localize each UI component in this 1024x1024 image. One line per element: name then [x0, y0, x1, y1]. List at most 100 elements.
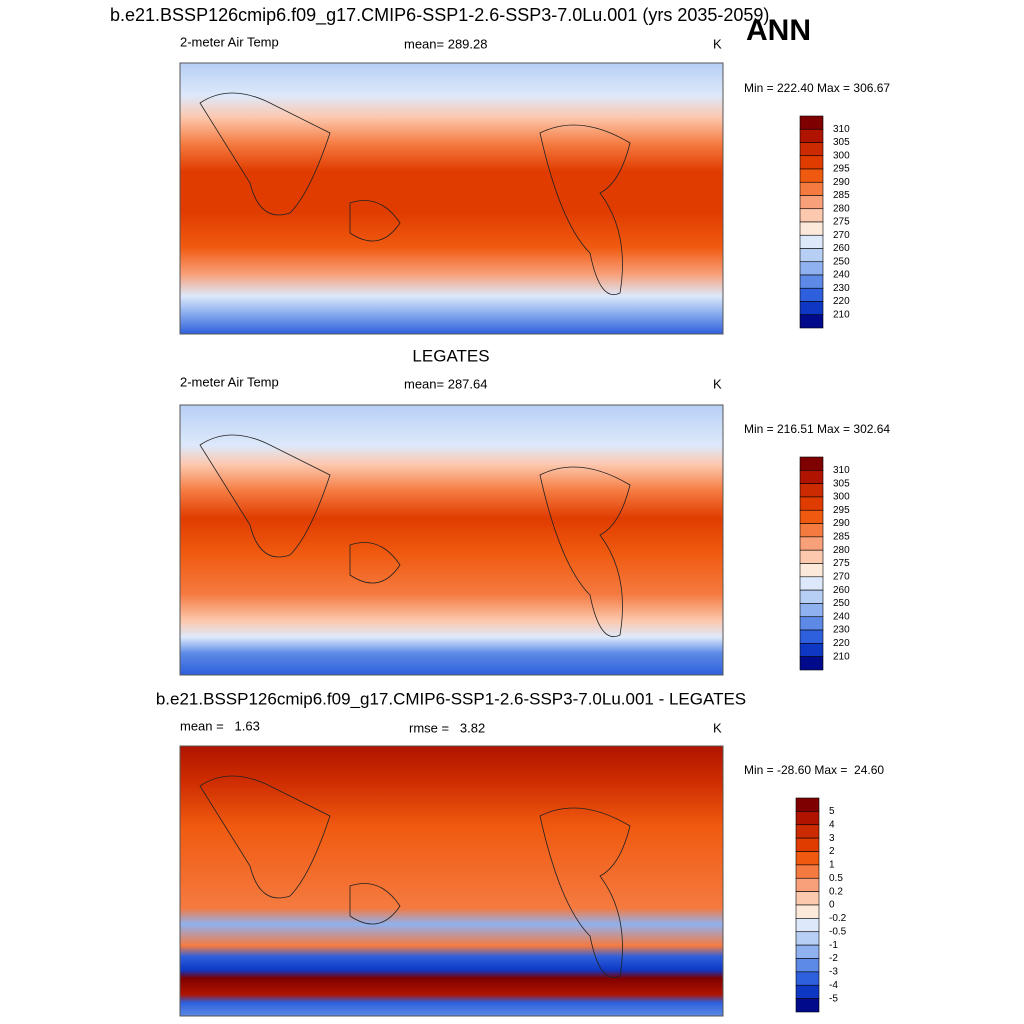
colorbar-label: -0.5: [829, 926, 847, 937]
colorbar-box: [799, 483, 824, 498]
colorbar-box: [795, 971, 820, 986]
colorbar-label: 240: [833, 611, 850, 622]
colorbar-box: [799, 261, 824, 276]
panel-left-label: 2-meter Air Temp: [180, 34, 279, 49]
figure-title: b.e21.BSSP126cmip6.f09_g17.CMIP6-SSP1-2.…: [110, 5, 769, 26]
colorbar-label: 2: [829, 846, 835, 857]
colorbar-box: [795, 984, 820, 999]
colorbar-box: [799, 656, 824, 671]
colorbar-box: [799, 248, 824, 263]
colorbar-box: [799, 603, 824, 618]
colorbar-label: -2: [829, 953, 838, 964]
colorbar-label: -4: [829, 980, 838, 991]
colorbar-box: [799, 456, 824, 471]
colorbar-label: 285: [833, 190, 850, 201]
colorbar-label: 300: [833, 150, 850, 161]
colorbar-label: 285: [833, 532, 850, 543]
panel-center-label: mean= 287.64: [404, 376, 487, 391]
colorbar-label: 1: [829, 860, 835, 871]
colorbar-label: 3: [829, 833, 835, 844]
colorbar-label: 305: [833, 137, 850, 148]
colorbar-box: [799, 234, 824, 249]
map: [179, 404, 724, 676]
colorbar-box: [799, 128, 824, 143]
panel-units: K: [713, 36, 722, 51]
colorbar-label: 210: [833, 309, 850, 320]
colorbar-box: [799, 549, 824, 564]
colorbar-label: 270: [833, 571, 850, 582]
colorbar-box: [799, 629, 824, 644]
panel-left-label: mean = 1.63: [180, 718, 260, 733]
colorbar-label: 270: [833, 230, 850, 241]
colorbar-box: [795, 891, 820, 906]
colorbar-box: [799, 314, 824, 329]
colorbar-label: 230: [833, 625, 850, 636]
colorbar-box: [799, 643, 824, 657]
panel-units: K: [713, 376, 722, 391]
colorbar-box: [799, 616, 824, 631]
colorbar-box: [799, 496, 824, 511]
season-label: ANN: [746, 14, 811, 47]
colorbar-box: [799, 563, 824, 578]
colorbar-label: 250: [833, 256, 850, 267]
colorbar-box: [799, 155, 824, 170]
panel-title: b.e21.BSSP126cmip6.f09_g17.CMIP6-SSP1-2.…: [156, 689, 746, 708]
colorbar-label: 295: [833, 505, 850, 516]
colorbar-box: [799, 509, 824, 524]
colorbar-box: [799, 274, 824, 289]
colorbar-label: 300: [833, 492, 850, 503]
colorbar-label: 305: [833, 478, 850, 489]
colorbar-box: [799, 181, 824, 196]
colorbar-box: [799, 523, 824, 538]
colorbar-box: [799, 208, 824, 223]
colorbar-label: 275: [833, 558, 850, 569]
colorbar-label: -0.2: [829, 913, 847, 924]
colorbar-label: 240: [833, 270, 850, 281]
coastline: [199, 434, 631, 637]
colorbar-box: [799, 142, 824, 157]
colorbar-label: 5: [829, 806, 835, 817]
colorbar-label: 220: [833, 296, 850, 307]
colorbar-box: [799, 576, 824, 591]
colorbar-box: [799, 168, 824, 183]
colorbar-box: [795, 918, 820, 933]
colorbar-box: [795, 998, 820, 1013]
colorbar-box: [799, 115, 824, 130]
colorbar-label: 0: [829, 900, 835, 911]
colorbar-box: [795, 824, 820, 839]
panel-title: LEGATES: [412, 346, 489, 365]
colorbar-label: 0.2: [829, 886, 843, 897]
panel-center-label: mean= 289.28: [404, 36, 487, 51]
panel-left-label: 2-meter Air Temp: [180, 374, 279, 389]
range-label: Min = 222.40 Max = 306.67: [744, 81, 890, 95]
colorbar-box: [795, 811, 820, 826]
colorbar-label: 4: [829, 819, 835, 830]
colorbar-label: 250: [833, 598, 850, 609]
colorbar-label: 310: [833, 124, 850, 135]
colorbar-label: 310: [833, 465, 850, 476]
colorbar-box: [795, 904, 820, 919]
colorbar-box: [795, 944, 820, 959]
colorbar-label: 290: [833, 177, 850, 188]
colorbar-label: 290: [833, 518, 850, 529]
colorbar-label: 260: [833, 585, 850, 596]
coastline: [199, 92, 631, 295]
colorbar-box: [799, 195, 824, 210]
colorbar-box: [799, 470, 824, 484]
colorbar-label: 220: [833, 638, 850, 649]
range-label: Min = -28.60 Max = 24.60: [744, 763, 884, 777]
map: [179, 62, 724, 335]
colorbar-label: 0.5: [829, 873, 843, 884]
colorbar-label: 210: [833, 651, 850, 662]
colorbar-box: [795, 958, 820, 973]
colorbar-label: -3: [829, 967, 838, 978]
colorbar-label: 275: [833, 217, 850, 228]
colorbar-box: [799, 301, 824, 316]
colorbar-label: 280: [833, 203, 850, 214]
panel-units: K: [713, 720, 722, 735]
colorbar-box: [795, 797, 820, 812]
colorbar-label: 260: [833, 243, 850, 254]
colorbar-label: 295: [833, 164, 850, 175]
